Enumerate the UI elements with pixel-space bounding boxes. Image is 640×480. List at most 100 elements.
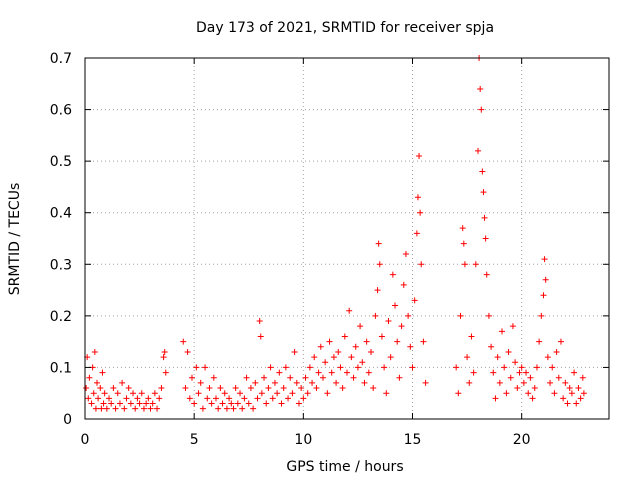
x-tick-label: 5 [190,432,199,448]
y-tick-label: 0.3 [50,257,72,273]
data-point [375,240,382,247]
data-point [243,374,250,381]
data-point [341,333,348,340]
data-point [145,395,152,402]
data-point [566,385,573,392]
data-point [247,385,254,392]
data-point [254,395,261,402]
data-point [350,374,357,381]
data-point [234,400,241,407]
data-point [344,369,350,376]
data-point [151,390,158,397]
data-point [352,343,359,350]
data-point [505,348,512,355]
data-point [291,348,298,355]
y-tick-label: 0.2 [50,309,72,325]
data-point [114,390,121,397]
data-point [278,400,285,407]
data-point [269,395,276,402]
data-point [180,338,187,345]
y-tick-label: 0 [63,412,72,428]
data-point [568,390,575,397]
data-point [161,348,168,355]
data-point [529,395,536,402]
data-point [241,395,248,402]
data-point [108,400,115,407]
data-point [348,354,355,361]
x-tick-label: 15 [404,432,422,448]
data-point [103,405,110,412]
data-point [208,400,215,407]
data-point [228,400,235,407]
data-point [538,312,545,319]
data-point [302,374,309,381]
data-point [158,385,165,392]
data-point [523,369,530,376]
data-point [295,400,302,407]
data-point [372,312,379,319]
data-point [110,385,117,392]
chart-title: Day 173 of 2021, SRMTID for receiver spj… [196,20,494,36]
data-point [499,328,506,335]
data-point [413,230,420,237]
data-point [512,359,519,366]
data-point [540,292,547,299]
data-point [191,400,198,407]
data-point [477,85,484,92]
data-point [121,405,128,412]
data-point [97,385,104,392]
data-point [333,379,340,386]
data-point [335,348,342,355]
data-point [518,364,525,371]
data-point [300,395,307,402]
data-point [101,390,108,397]
data-point [387,354,394,361]
data-point [230,405,237,412]
data-point [239,405,246,412]
data-point [577,395,584,402]
data-point [184,348,191,355]
data-point [514,385,521,392]
data-point [359,359,366,366]
data-point [461,261,468,268]
data-point [134,395,141,402]
data-point [531,385,538,392]
data-point [330,354,337,361]
data-point [313,385,320,392]
data-point [280,385,287,392]
axis-ticks [84,57,609,420]
data-point [245,400,252,407]
data-point [409,364,416,371]
data-point [496,379,503,386]
data-point [400,281,407,288]
data-point [407,343,414,350]
data-point [416,152,423,159]
data-point [140,405,147,412]
data-point [256,318,263,325]
data-point [143,400,150,407]
data-point [328,369,335,376]
data-point [394,338,401,345]
data-point [346,307,353,314]
data-point [263,400,270,407]
x-tick-label: 0 [81,432,90,448]
data-point [186,395,193,402]
data-point [575,385,582,392]
data-point [106,395,113,402]
data-point [95,395,102,402]
data-point [100,400,107,407]
data-points [83,55,587,412]
data-point [481,214,488,221]
data-point [381,364,388,371]
data-point [197,379,204,386]
data-point [252,379,259,386]
data-point [154,405,161,412]
data-point [261,374,268,381]
data-point [147,405,154,412]
data-point [557,338,564,345]
grid-layer [85,58,609,419]
data-point [182,385,189,392]
data-point [418,261,425,268]
data-point [475,147,481,154]
